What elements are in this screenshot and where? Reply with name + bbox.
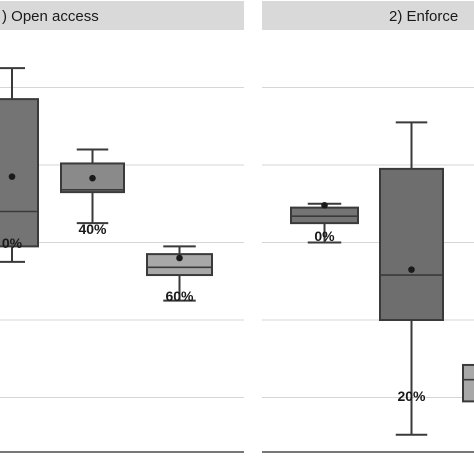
mean-marker <box>8 173 16 180</box>
mean-marker <box>89 174 96 182</box>
panel-title-bar <box>0 1 244 30</box>
box-iqr <box>379 167 444 321</box>
box-iqr <box>462 363 474 403</box>
box-iqr <box>0 98 39 248</box>
panel-open-access: ) Open access <box>0 1 244 30</box>
panel-enforce: 2) Enforce <box>262 1 474 30</box>
box-label: 40% <box>78 221 107 237</box>
panel-title-bar <box>262 1 474 30</box>
box-label: 0% <box>2 235 23 251</box>
mean-marker <box>321 202 328 209</box>
mean-marker <box>408 266 415 273</box>
panel-title: 2) Enforce <box>389 8 458 25</box>
box-label: 0% <box>314 228 335 244</box>
mean-marker <box>176 254 183 262</box>
panel-title: ) Open access <box>2 8 99 25</box>
box-label: 20% <box>397 388 426 404</box>
box-label: 60% <box>165 288 194 304</box>
plot-layer: 0% 40% 60% 0% 20% <box>0 67 474 453</box>
box-iqr <box>146 253 213 277</box>
